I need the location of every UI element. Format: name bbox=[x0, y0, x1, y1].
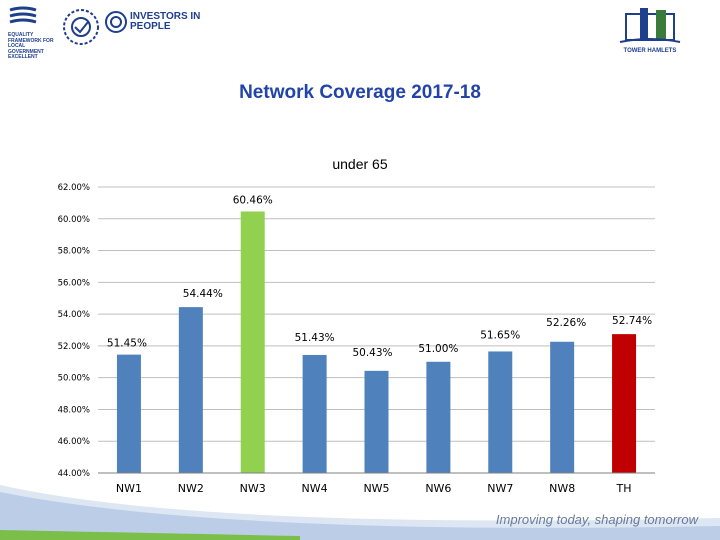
equality-logo-text: EQUALITY FRAMEWORK FOR LOCAL GOVERNMENT … bbox=[8, 32, 54, 60]
equality-logo-icon bbox=[9, 6, 37, 24]
chart-bars bbox=[116, 211, 637, 474]
data-label-nw4: 51.43% bbox=[295, 332, 335, 344]
x-tick-label: TH bbox=[616, 482, 632, 495]
y-tick-label: 46.00% bbox=[58, 437, 90, 447]
bar-chart: 44.00% 46.00% 48.00% 50.00% 52.00% 54.00% 56.0… bbox=[58, 183, 655, 495]
investors-in-people-logo: INVESTORS IN PEOPLE bbox=[104, 8, 204, 38]
equality-framework-logo: EQUALITY FRAMEWORK FOR LOCAL GOVERNMENT … bbox=[8, 6, 58, 62]
data-label-th: 52.74% bbox=[612, 315, 652, 327]
bar-nw1 bbox=[116, 354, 141, 473]
tower-hamlets-logo: TOWER HAMLETS bbox=[610, 6, 690, 62]
chart-data-labels: 51.45% 54.44% 60.46% 51.43% 50.43% 51.00% 51.6… bbox=[107, 194, 652, 358]
y-tick-label: 48.00% bbox=[58, 405, 90, 415]
x-axis: NW1 NW2 NW3 NW4 NW5 NW6 NW7 NW8 TH bbox=[98, 472, 655, 495]
y-tick-label: 50.00% bbox=[58, 374, 90, 384]
data-label-nw3: 60.46% bbox=[233, 194, 273, 206]
data-label-nw6: 51.00% bbox=[418, 343, 458, 355]
data-label-nw1: 51.45% bbox=[107, 338, 147, 350]
iip-logo-text: INVESTORS IN PEOPLE bbox=[130, 11, 201, 32]
seal-logo bbox=[62, 8, 100, 46]
chart-title: under 65 bbox=[332, 156, 388, 172]
x-tick-label: NW5 bbox=[363, 482, 389, 495]
tower-hamlets-icon bbox=[619, 8, 681, 43]
y-tick-label: 62.00% bbox=[58, 183, 90, 193]
bar-nw3 bbox=[240, 211, 265, 474]
x-tick-label: NW3 bbox=[240, 482, 266, 495]
y-tick-label: 54.00% bbox=[58, 310, 90, 320]
y-tick-label: 60.00% bbox=[58, 215, 90, 225]
x-tick-label: NW1 bbox=[116, 482, 142, 495]
bar-nw5 bbox=[364, 370, 389, 473]
header-logos: EQUALITY FRAMEWORK FOR LOCAL GOVERNMENT … bbox=[0, 0, 720, 70]
data-label-nw7: 51.65% bbox=[480, 329, 520, 341]
x-tick-label: NW6 bbox=[425, 482, 451, 495]
x-tick-label: NW2 bbox=[178, 482, 204, 495]
y-tick-label: 52.00% bbox=[58, 342, 90, 352]
x-tick-label: NW4 bbox=[302, 482, 328, 495]
data-label-nw5: 50.43% bbox=[352, 347, 392, 359]
bar-nw6 bbox=[426, 361, 451, 473]
tower-hamlets-text: TOWER HAMLETS bbox=[623, 48, 677, 54]
footer-tagline: Improving today, shaping tomorrow bbox=[495, 512, 698, 527]
bar-th bbox=[612, 334, 637, 473]
y-tick-label: 58.00% bbox=[58, 247, 90, 257]
x-tick-label: NW8 bbox=[549, 482, 575, 495]
data-label-nw2: 54.44% bbox=[183, 288, 223, 300]
y-tick-label: 56.00% bbox=[58, 278, 90, 288]
bar-nw8 bbox=[550, 341, 575, 473]
data-label-nw8: 52.26% bbox=[546, 317, 586, 329]
bar-nw7 bbox=[488, 351, 513, 473]
page-title: Network Coverage 2017-18 bbox=[239, 82, 481, 103]
bar-nw4 bbox=[302, 354, 327, 473]
iip-logo-icon bbox=[105, 11, 127, 33]
y-tick-label: 44.00% bbox=[58, 469, 90, 479]
y-axis: 44.00% 46.00% 48.00% 50.00% 52.00% 54.00% 56.0… bbox=[58, 183, 90, 479]
x-tick-label: NW7 bbox=[487, 482, 513, 495]
seal-logo-icon bbox=[63, 9, 99, 45]
footer-swoosh bbox=[0, 485, 720, 540]
bar-nw2 bbox=[178, 307, 203, 473]
